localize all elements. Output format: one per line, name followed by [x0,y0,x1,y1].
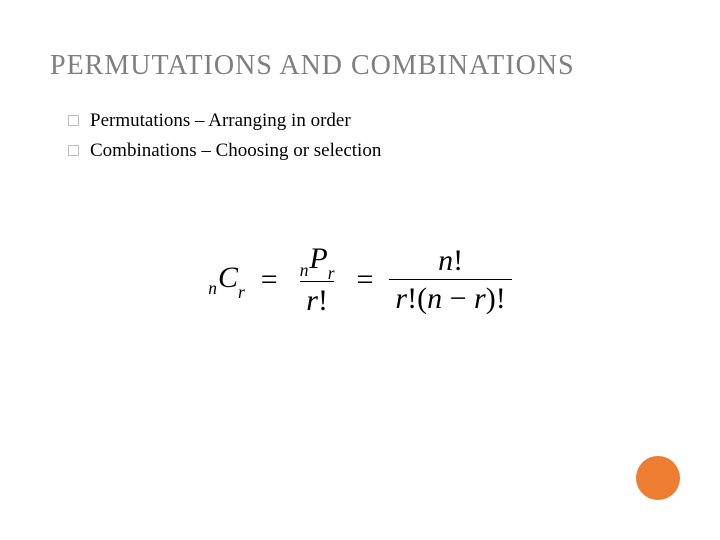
rhs-den-bang1: ! [407,282,417,315]
slide: PERMUTATIONS AND COMBINATIONS Permutatio… [0,0,720,540]
lhs-term: nCr [208,261,245,299]
slide-title: PERMUTATIONS AND COMBINATIONS [50,50,670,82]
rhs-den-minus: − [442,282,474,315]
rhs-num-var: n [438,244,453,277]
mid-denominator: r! [300,281,334,317]
bullet-list: Permutations – Arranging in order Combin… [50,110,670,162]
mid-den-bang: ! [318,284,328,317]
list-item: Combinations – Choosing or selection [68,140,670,162]
rhs-denominator: r!(n − r)! [389,279,511,315]
rhs-den-n: n [427,282,442,315]
rhs-den-close: ) [486,282,496,315]
lhs-presub: n [208,278,217,298]
mid-num-sub: r [328,263,335,283]
rhs-numerator: n! [432,244,469,279]
rhs-den-r2: r [474,282,486,315]
mid-numerator: nPr [294,242,341,281]
mid-num-main: P [309,242,327,275]
rhs-num-bang: ! [453,244,463,277]
mid-den-var: r [306,284,318,317]
rhs-den-open: ( [417,282,427,315]
rhs-den-bang2: ! [496,282,506,315]
list-item: Permutations – Arranging in order [68,110,670,132]
middle-fraction: nPr r! [294,242,341,317]
lhs-sub: r [238,282,245,302]
rhs-fraction: n! r!(n − r)! [389,244,511,315]
mid-num-presub: n [300,260,309,280]
formula-container: nCr = nPr r! = n! r!(n − r)! [50,242,670,317]
accent-circle-icon [636,456,680,500]
lhs-main: C [218,261,238,294]
equals-sign: = [355,263,376,297]
rhs-den-r: r [395,282,407,315]
combination-formula: nCr = nPr r! = n! r!(n − r)! [208,242,511,317]
equals-sign: = [259,263,280,297]
